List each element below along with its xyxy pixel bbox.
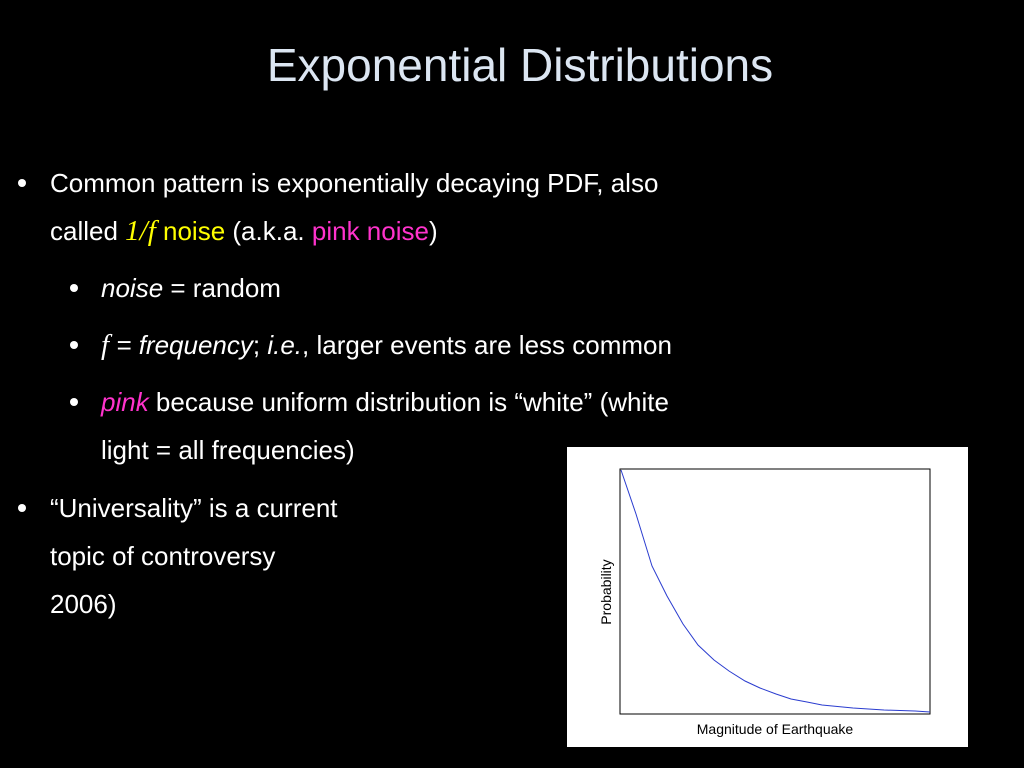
text: noise <box>155 216 226 246</box>
text: f <box>101 329 110 361</box>
text: (a.k.a. <box>225 216 312 246</box>
plot-frame <box>619 468 931 715</box>
bullet <box>18 179 26 187</box>
slide-title: Exponential Distributions <box>266 39 774 91</box>
bullet-text: topic of controversy <box>50 541 276 571</box>
text: noise <box>101 273 164 303</box>
sub-bullet <box>70 341 78 349</box>
sub-bullet <box>70 284 78 292</box>
figure-background <box>567 447 968 747</box>
bullet-text: 2006) <box>50 589 117 619</box>
text: = random <box>163 273 281 303</box>
text: called <box>50 216 126 246</box>
text: = frequency <box>109 330 253 360</box>
sub-bullet <box>70 398 78 406</box>
text: because uniform distribution is “white” … <box>148 387 669 417</box>
text: pink noise <box>311 216 429 246</box>
sub-bullet-text: f = frequency; i.e., larger events are l… <box>101 325 672 365</box>
bullet <box>18 504 26 512</box>
text: ; <box>252 330 268 360</box>
text: 1/f <box>125 215 156 247</box>
x-axis-label: Magnitude of Earthquake <box>697 721 854 737</box>
bullet-text: Common pattern is exponentially decaying… <box>50 168 659 198</box>
text: ) <box>428 216 438 246</box>
figure: Magnitude of Earthquake Probability <box>567 447 968 747</box>
bullet-text: “Universality” is a current <box>50 493 338 523</box>
text: , larger events are less common <box>302 330 672 360</box>
sub-bullet-text: light = all frequencies) <box>101 435 355 465</box>
y-axis-label: Probability <box>598 559 614 624</box>
text: pink <box>101 387 149 417</box>
bullet-text: called 1/f noise (a.k.a. pink noise) <box>50 211 438 251</box>
decay-curve <box>620 469 931 713</box>
text: i.e. <box>267 330 303 360</box>
sub-bullet-text: noise = random <box>101 268 281 308</box>
sub-bullet-text: pink because uniform distribution is “wh… <box>101 382 669 422</box>
